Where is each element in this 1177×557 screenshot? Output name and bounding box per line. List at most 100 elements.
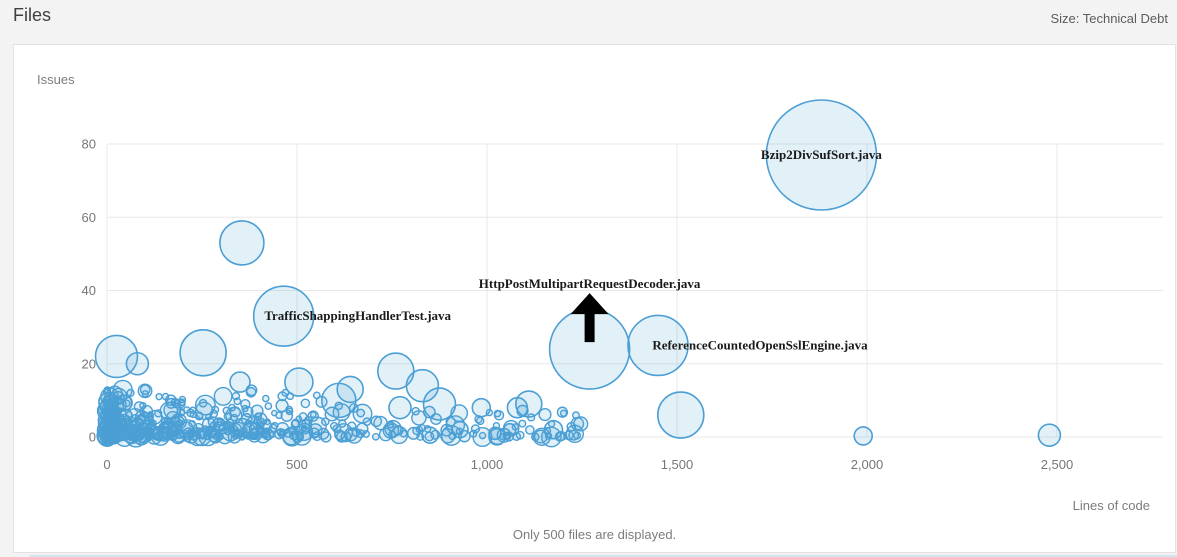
bubble[interactable] (471, 397, 492, 418)
bubble[interactable] (295, 432, 304, 442)
bubble[interactable] (240, 398, 251, 410)
bubble[interactable] (566, 421, 577, 432)
bubble[interactable] (478, 431, 487, 440)
bubble[interactable] (386, 420, 395, 429)
bubble[interactable] (269, 431, 276, 438)
bubble[interactable] (371, 432, 380, 441)
bubble[interactable] (168, 420, 176, 428)
bubble[interactable] (309, 411, 317, 418)
bubble[interactable] (155, 392, 163, 401)
bubble[interactable] (103, 386, 112, 394)
bubble[interactable] (156, 427, 164, 435)
bubble[interactable] (232, 433, 239, 440)
bubble[interactable] (189, 410, 197, 419)
bubble[interactable] (178, 409, 186, 417)
bubble[interactable] (141, 390, 149, 398)
bubble[interactable] (162, 421, 170, 428)
bubble[interactable] (388, 395, 412, 420)
bubble[interactable] (570, 416, 585, 431)
bubble[interactable] (568, 429, 580, 441)
bubble[interactable] (382, 422, 400, 439)
bubble[interactable] (198, 430, 208, 439)
bubble[interactable] (209, 427, 219, 438)
bubble[interactable] (238, 433, 246, 441)
bubble[interactable] (538, 408, 552, 422)
bubble[interactable] (421, 426, 439, 444)
bubble[interactable] (370, 415, 383, 428)
bubble[interactable] (390, 425, 409, 445)
bubble[interactable] (125, 351, 150, 376)
bubble[interactable] (252, 285, 315, 347)
bubble[interactable] (488, 426, 502, 441)
bubble[interactable] (213, 386, 233, 406)
bubble[interactable] (405, 368, 440, 403)
bubble[interactable] (543, 419, 564, 440)
bubble[interactable] (126, 388, 135, 398)
bubble[interactable] (137, 422, 145, 430)
bubble[interactable] (502, 422, 517, 437)
bubble[interactable] (336, 375, 365, 404)
bubble[interactable] (376, 352, 415, 390)
bubble-layer[interactable] (94, 99, 1062, 448)
bubble[interactable] (340, 431, 352, 443)
bubble[interactable] (188, 419, 196, 428)
bubble[interactable] (141, 411, 148, 418)
bubble[interactable] (240, 413, 253, 425)
bubble[interactable] (300, 424, 308, 432)
bubble[interactable] (114, 413, 126, 425)
bubble[interactable] (295, 415, 303, 423)
bubble[interactable] (283, 429, 293, 438)
bubble[interactable] (514, 390, 543, 418)
bubble[interactable] (271, 409, 278, 417)
bubble[interactable] (264, 402, 273, 411)
bubble[interactable] (175, 418, 184, 426)
bubble[interactable] (229, 371, 251, 393)
bubble[interactable] (356, 408, 366, 418)
bubble[interactable] (532, 427, 552, 446)
bubble[interactable] (329, 421, 339, 431)
bubble[interactable] (198, 398, 208, 408)
bubble[interactable] (525, 425, 535, 435)
bubble[interactable] (276, 427, 286, 437)
bubble[interactable] (137, 383, 153, 399)
bubble[interactable] (362, 430, 371, 438)
bubble[interactable] (264, 418, 271, 426)
bubble[interactable] (113, 429, 122, 438)
bubble[interactable] (168, 425, 180, 437)
bubble[interactable] (320, 431, 332, 443)
bubble[interactable] (219, 220, 265, 266)
bubble[interactable] (254, 412, 262, 421)
bubble[interactable] (230, 413, 239, 422)
bubble[interactable] (656, 391, 705, 439)
bubble[interactable] (493, 409, 502, 418)
bubble[interactable] (300, 398, 311, 409)
bubble[interactable] (216, 432, 224, 441)
bubble[interactable] (411, 406, 420, 416)
bubble[interactable] (853, 426, 874, 446)
bubble[interactable] (556, 406, 569, 418)
bubble[interactable] (275, 399, 289, 413)
bubble[interactable] (280, 409, 294, 422)
bubble[interactable] (223, 412, 232, 421)
bubble[interactable] (765, 99, 878, 211)
bubble[interactable] (203, 432, 211, 440)
bubble[interactable] (451, 420, 469, 439)
bubble[interactable] (128, 430, 137, 439)
bubble[interactable] (181, 431, 193, 443)
bubble[interactable] (103, 411, 117, 425)
bubble[interactable] (321, 417, 330, 426)
bubble[interactable] (284, 367, 314, 397)
bubble[interactable] (440, 423, 454, 437)
bubble[interactable] (165, 410, 180, 425)
bubble[interactable] (233, 397, 242, 406)
bubble[interactable] (144, 433, 152, 440)
bubble[interactable] (144, 426, 152, 434)
bubble[interactable] (281, 388, 290, 397)
bubble[interactable] (251, 427, 259, 435)
bubble[interactable] (518, 419, 527, 428)
bubble[interactable] (146, 411, 154, 419)
bubble[interactable] (320, 382, 357, 419)
bubble[interactable] (362, 417, 372, 427)
bubble[interactable] (209, 409, 219, 419)
